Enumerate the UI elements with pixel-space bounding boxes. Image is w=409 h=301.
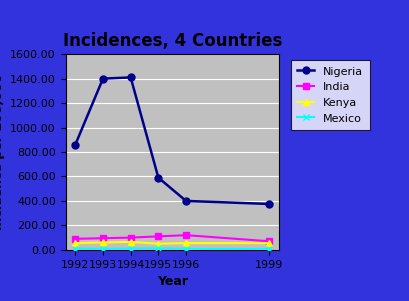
Nigeria bbox=[266, 202, 271, 206]
Kenya bbox=[266, 241, 271, 245]
Kenya bbox=[128, 240, 133, 244]
X-axis label: Year: Year bbox=[156, 275, 187, 288]
Nigeria bbox=[155, 176, 160, 179]
Nigeria bbox=[183, 199, 188, 203]
Mexico bbox=[155, 247, 160, 250]
Kenya bbox=[183, 241, 188, 245]
Mexico bbox=[100, 247, 105, 251]
Mexico bbox=[266, 247, 271, 251]
India bbox=[183, 233, 188, 237]
Title: Incidences, 4 Countries: Incidences, 4 Countries bbox=[62, 32, 281, 50]
Y-axis label: Incidence per 100,000: Incidence per 100,000 bbox=[0, 74, 4, 230]
India bbox=[266, 240, 271, 243]
Line: Nigeria: Nigeria bbox=[72, 74, 272, 207]
Kenya bbox=[155, 242, 160, 246]
India bbox=[155, 234, 160, 238]
Kenya bbox=[100, 241, 105, 244]
Mexico bbox=[128, 247, 133, 250]
India bbox=[100, 236, 105, 240]
Mexico bbox=[183, 247, 188, 251]
Line: Mexico: Mexico bbox=[72, 245, 272, 253]
Line: India: India bbox=[72, 232, 272, 245]
Nigeria bbox=[73, 143, 78, 147]
Nigeria bbox=[128, 76, 133, 79]
Legend: Nigeria, India, Kenya, Mexico: Nigeria, India, Kenya, Mexico bbox=[290, 60, 369, 130]
India bbox=[73, 237, 78, 240]
Mexico bbox=[73, 247, 78, 250]
India bbox=[128, 236, 133, 239]
Line: Kenya: Kenya bbox=[72, 238, 272, 247]
Kenya bbox=[73, 241, 78, 245]
Nigeria bbox=[100, 77, 105, 80]
